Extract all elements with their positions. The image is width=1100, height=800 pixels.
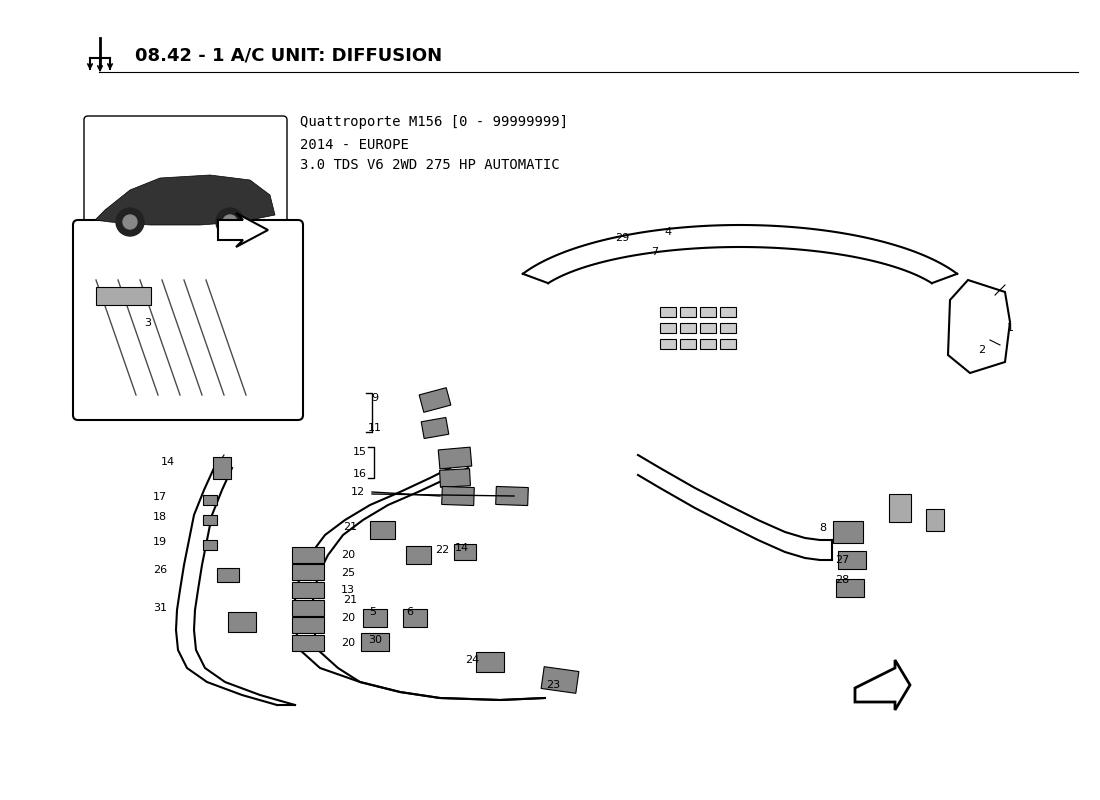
Text: 2: 2 xyxy=(978,345,986,355)
Polygon shape xyxy=(217,568,239,582)
Text: 27: 27 xyxy=(835,555,849,565)
Polygon shape xyxy=(95,175,275,225)
Polygon shape xyxy=(292,617,324,633)
Polygon shape xyxy=(836,579,864,597)
Polygon shape xyxy=(440,469,471,487)
Bar xyxy=(660,307,676,317)
Text: 31: 31 xyxy=(153,603,167,613)
Text: 5: 5 xyxy=(370,607,376,617)
Bar xyxy=(720,307,736,317)
Text: 25: 25 xyxy=(341,568,355,578)
Polygon shape xyxy=(363,609,387,627)
Polygon shape xyxy=(889,494,911,522)
Text: 6: 6 xyxy=(407,607,414,617)
Polygon shape xyxy=(476,652,504,672)
Polygon shape xyxy=(292,564,324,580)
Polygon shape xyxy=(838,551,866,569)
Text: 22: 22 xyxy=(434,545,449,555)
Polygon shape xyxy=(833,521,864,543)
Polygon shape xyxy=(361,633,389,651)
Bar xyxy=(720,339,736,349)
Text: 21: 21 xyxy=(343,595,358,605)
Bar xyxy=(680,323,696,333)
Polygon shape xyxy=(438,447,472,469)
Polygon shape xyxy=(541,666,579,694)
Text: 15: 15 xyxy=(353,447,367,457)
Text: Quattroporte M156 [0 - 99999999]: Quattroporte M156 [0 - 99999999] xyxy=(300,115,568,129)
Text: 3.0 TDS V6 2WD 275 HP AUTOMATIC: 3.0 TDS V6 2WD 275 HP AUTOMATIC xyxy=(300,158,560,172)
Polygon shape xyxy=(204,540,217,550)
Bar xyxy=(96,287,151,305)
Text: 24: 24 xyxy=(465,655,480,665)
Polygon shape xyxy=(454,544,476,560)
Text: 3: 3 xyxy=(144,318,152,328)
Text: 1: 1 xyxy=(1006,323,1013,333)
Polygon shape xyxy=(204,495,217,505)
Bar xyxy=(660,323,676,333)
Polygon shape xyxy=(403,609,427,627)
Polygon shape xyxy=(421,418,449,438)
FancyBboxPatch shape xyxy=(84,116,287,234)
Polygon shape xyxy=(218,213,268,247)
Text: 20: 20 xyxy=(341,638,355,648)
Text: 4: 4 xyxy=(664,227,672,237)
Bar xyxy=(700,339,716,349)
Text: 16: 16 xyxy=(353,469,367,479)
Polygon shape xyxy=(292,547,324,563)
Text: 7: 7 xyxy=(651,247,659,257)
Polygon shape xyxy=(292,600,324,616)
Circle shape xyxy=(223,215,236,229)
Text: 13: 13 xyxy=(341,585,355,595)
Text: 18: 18 xyxy=(153,512,167,522)
Bar xyxy=(720,323,736,333)
Text: 26: 26 xyxy=(153,565,167,575)
Circle shape xyxy=(216,208,244,236)
Text: 9: 9 xyxy=(372,393,378,403)
Bar xyxy=(660,339,676,349)
Polygon shape xyxy=(855,660,910,710)
Polygon shape xyxy=(228,612,256,632)
Polygon shape xyxy=(496,486,528,506)
Text: 14: 14 xyxy=(161,457,175,467)
Polygon shape xyxy=(292,635,324,651)
Circle shape xyxy=(116,208,144,236)
Text: 11: 11 xyxy=(368,423,382,433)
Polygon shape xyxy=(406,546,430,564)
Bar xyxy=(700,323,716,333)
Polygon shape xyxy=(370,521,395,539)
Text: 12: 12 xyxy=(351,487,365,497)
Text: 2014 - EUROPE: 2014 - EUROPE xyxy=(300,138,409,152)
Text: 30: 30 xyxy=(368,635,382,645)
Text: 21: 21 xyxy=(343,522,358,532)
Text: 14: 14 xyxy=(455,543,469,553)
Polygon shape xyxy=(419,388,451,412)
Text: 19: 19 xyxy=(153,537,167,547)
Bar xyxy=(680,307,696,317)
Text: 23: 23 xyxy=(546,680,560,690)
Bar xyxy=(700,307,716,317)
Polygon shape xyxy=(292,582,324,598)
Polygon shape xyxy=(204,515,217,525)
Text: 20: 20 xyxy=(341,550,355,560)
Circle shape xyxy=(123,215,138,229)
Polygon shape xyxy=(213,457,231,479)
Text: 20: 20 xyxy=(341,613,355,623)
Text: 17: 17 xyxy=(153,492,167,502)
Polygon shape xyxy=(926,509,944,531)
Text: 29: 29 xyxy=(615,233,629,243)
FancyBboxPatch shape xyxy=(73,220,303,420)
Polygon shape xyxy=(442,486,474,506)
Bar xyxy=(680,339,696,349)
Text: 08.42 - 1 A/C UNIT: DIFFUSION: 08.42 - 1 A/C UNIT: DIFFUSION xyxy=(135,46,442,64)
Text: 8: 8 xyxy=(820,523,826,533)
Text: 28: 28 xyxy=(835,575,849,585)
